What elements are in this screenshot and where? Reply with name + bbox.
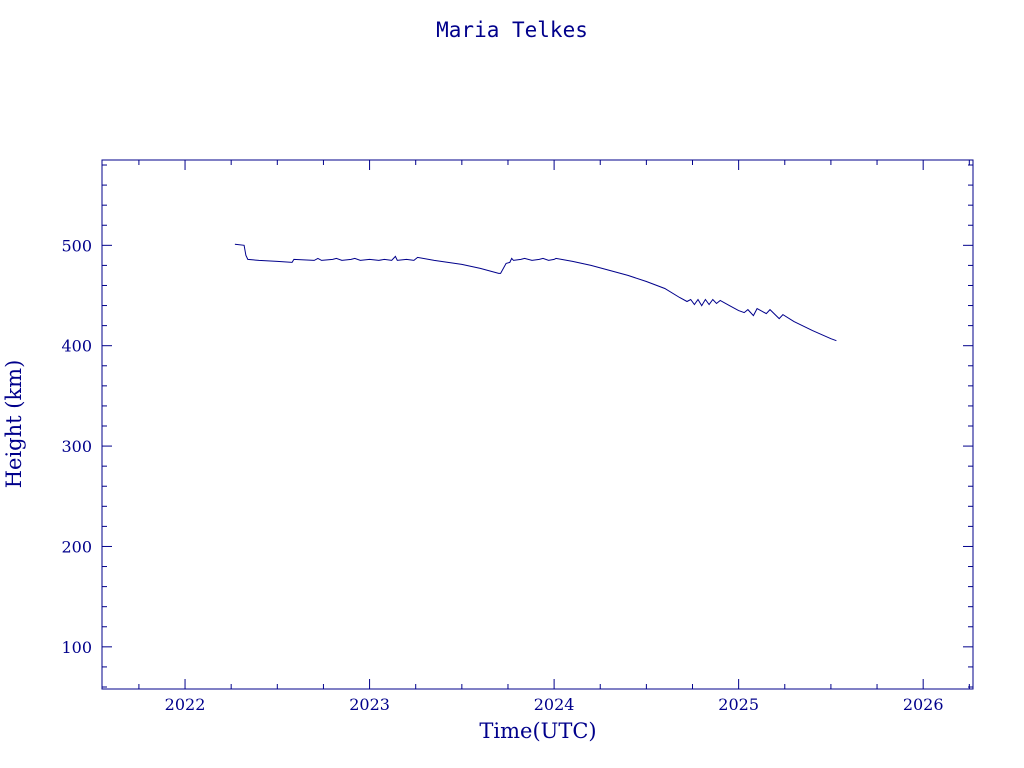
x-tick-label: 2024 [534,695,575,714]
x-tick-label: 2025 [718,695,759,714]
x-tick-labels: 2022 2023 2024 2025 2026 [165,695,944,714]
plot-frame [101,159,974,690]
x-axis-label: Time(UTC) [479,719,596,743]
y-tick-label: 100 [61,638,92,657]
y-tick-label: 500 [61,236,92,255]
x-tick-label: 2026 [903,695,944,714]
y-axis-label: Height (km) [2,360,26,489]
y-tick-label: 400 [61,337,92,356]
x-tick-label: 2023 [349,695,390,714]
major-ticks [102,160,973,689]
y-tick-label: 200 [61,537,92,556]
y-tick-label: 300 [61,437,92,456]
series-group [234,243,837,342]
y-tick-labels: 100 200 300 400 500 [61,236,92,657]
chart-title: Maria Telkes [436,18,588,42]
series-line [234,243,837,342]
minor-ticks [102,160,973,689]
x-tick-label: 2022 [165,695,206,714]
